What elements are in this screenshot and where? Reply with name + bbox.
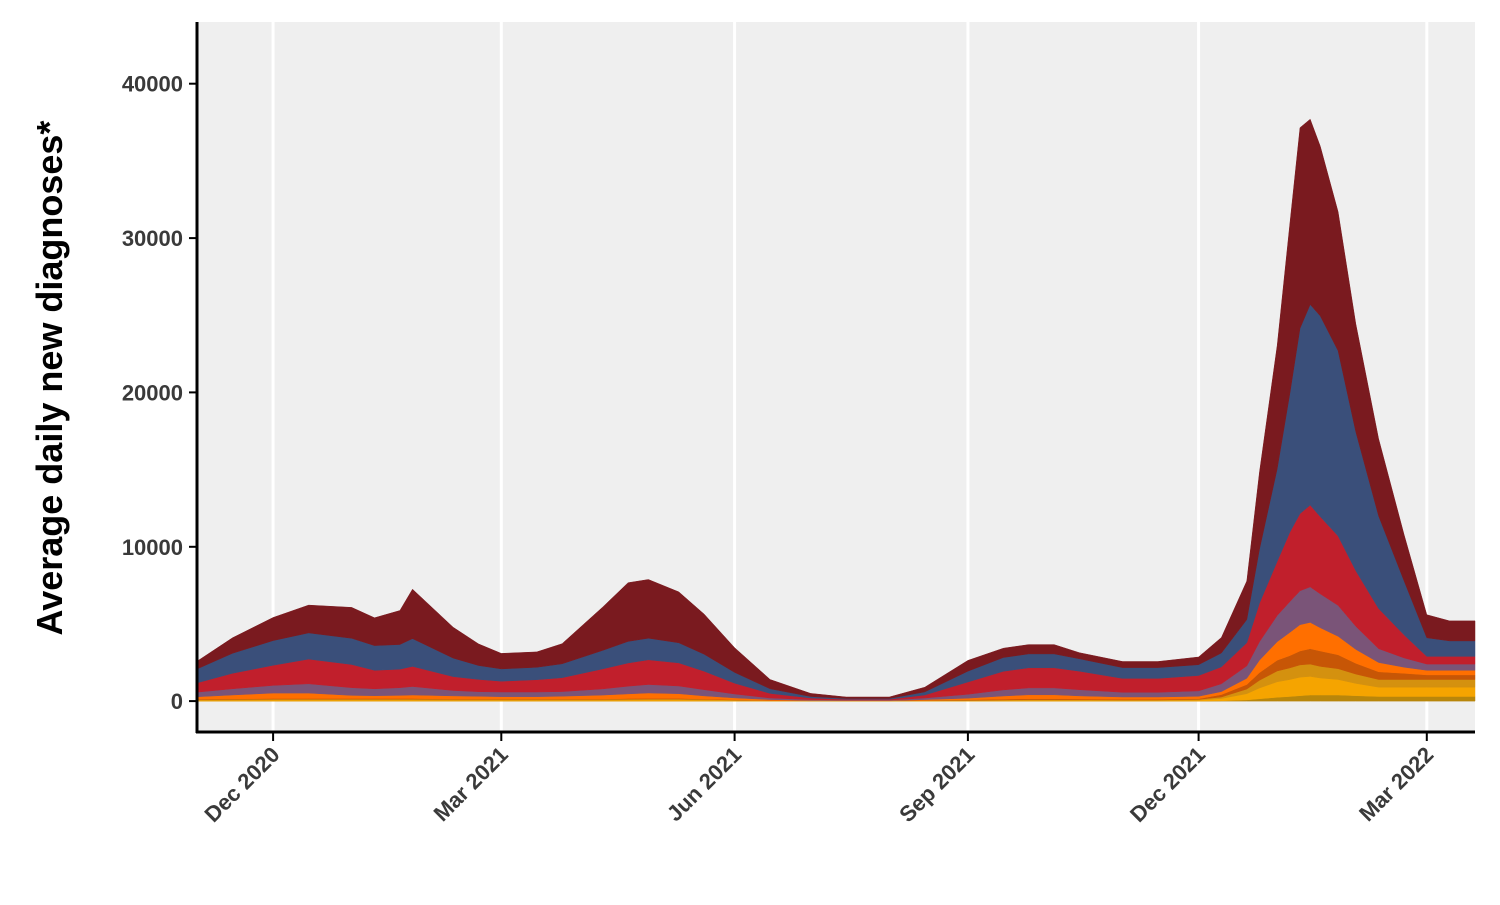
x-ticks: Dec 2020 Mar 2021 Jun 2021 Sep 2021 Dec 2021… <box>199 732 1438 827</box>
y-ticks: 0 10000 20000 30000 40000 <box>122 72 197 714</box>
x-tick-label-4: Dec 2021 <box>1125 742 1210 827</box>
y-tick-label-0: 0 <box>171 689 183 714</box>
axes <box>195 22 1475 734</box>
x-tick-label-3: Sep 2021 <box>894 742 979 827</box>
stacked-area-series <box>196 118 1476 702</box>
y-tick-label-1: 10000 <box>122 535 183 560</box>
y-tick-label-2: 20000 <box>122 380 183 405</box>
x-tick-label-2: Jun 2021 <box>662 742 746 826</box>
area-series-8 <box>196 118 1476 699</box>
x-tick-label-1: Mar 2021 <box>429 742 513 826</box>
y-axis-label: Average daily new diagnoses* <box>29 121 70 636</box>
x-tick-label-0: Dec 2020 <box>199 742 284 827</box>
vertical-gridlines <box>271 22 1429 732</box>
y-tick-label-3: 30000 <box>122 226 183 251</box>
x-tick-label-5: Mar 2022 <box>1354 742 1438 826</box>
y-tick-label-4: 40000 <box>122 72 183 97</box>
